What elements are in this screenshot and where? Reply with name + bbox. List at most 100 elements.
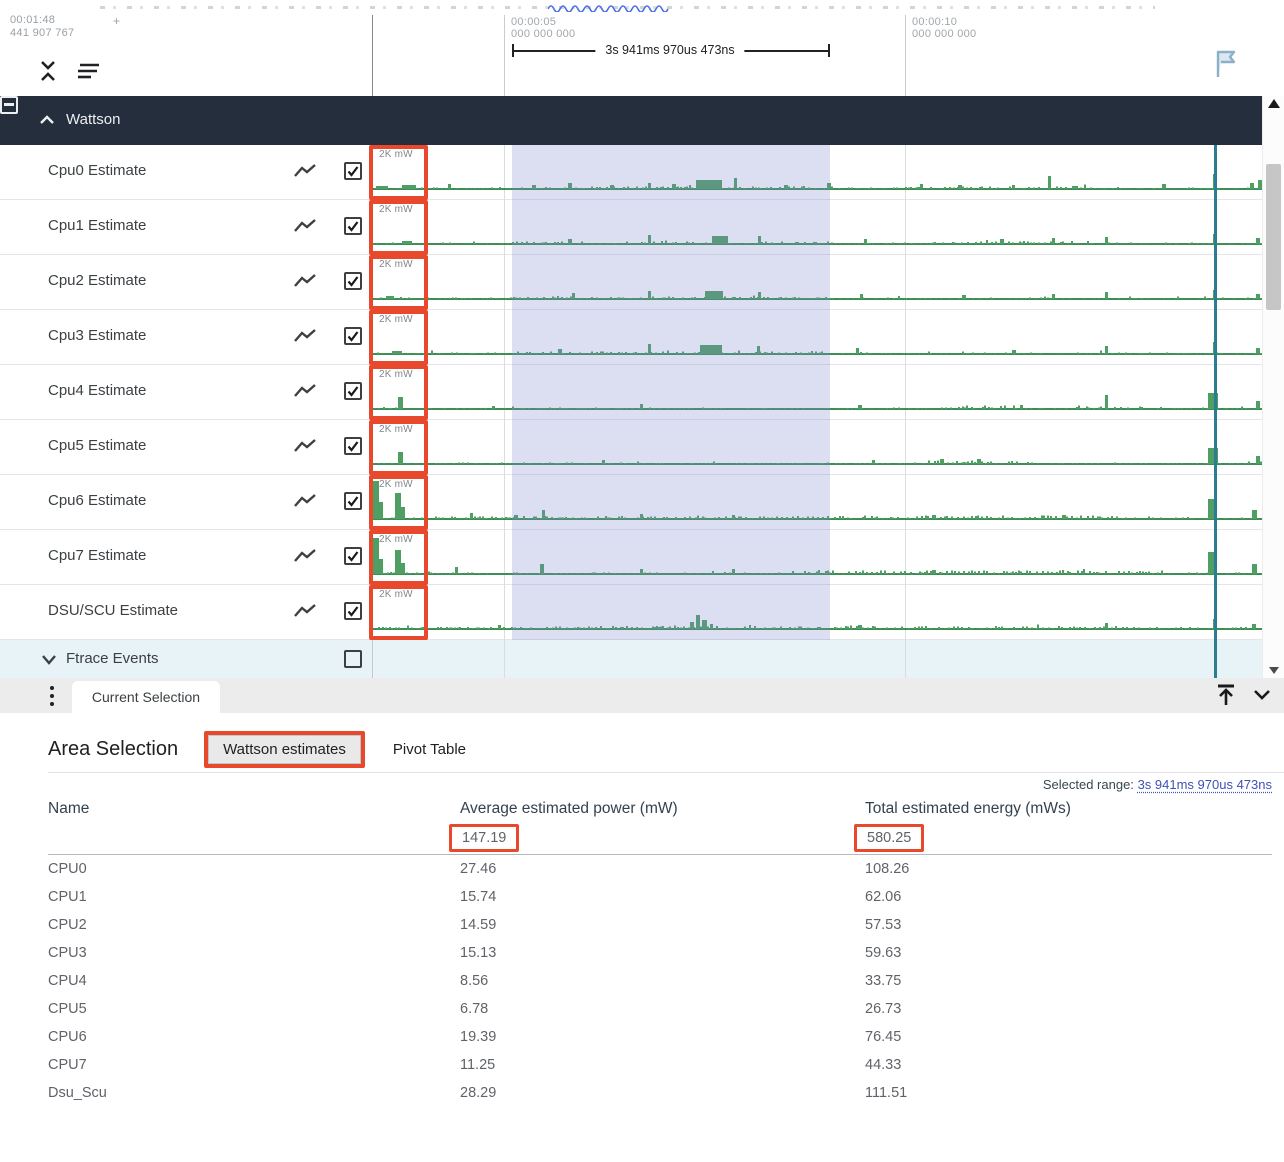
vertical-scrollbar[interactable]	[1262, 96, 1284, 678]
track-canvas[interactable]: 2K mW	[369, 475, 1262, 530]
track-checkbox[interactable]	[344, 547, 362, 565]
collapse-panel-chevron-icon[interactable]	[1250, 682, 1274, 706]
track-label: Cpu4 Estimate	[48, 382, 147, 399]
tab-pivot-table[interactable]: Pivot Table	[392, 740, 467, 758]
cell-name: CPU3	[48, 945, 87, 961]
tab-wattson-estimates[interactable]: Wattson estimates	[208, 734, 361, 764]
line-chart-icon[interactable]	[293, 382, 317, 400]
track-canvas[interactable]: 2K mW	[369, 145, 1262, 200]
line-chart-icon[interactable]	[293, 217, 317, 235]
summary-value-total: 580.25	[867, 829, 912, 846]
track-row-cpu5-estimate[interactable]: Cpu5 Estimate 2K mW	[0, 420, 1262, 475]
track-checkbox[interactable]	[344, 162, 362, 180]
track-canvas[interactable]: 2K mW	[369, 255, 1262, 310]
track-row-cpu1-estimate[interactable]: Cpu1 Estimate 2K mW	[0, 200, 1262, 255]
track-canvas[interactable]: 2K mW	[369, 585, 1262, 640]
cell-name: CPU4	[48, 973, 87, 989]
column-header-total-energy: Total estimated energy (mWs)	[865, 800, 1071, 817]
checkmark-icon	[347, 551, 359, 562]
table-row-cpu5: CPU5 6.78 26.73	[48, 995, 1272, 1023]
sort-tracks-icon[interactable]	[76, 59, 100, 83]
cell-name: CPU7	[48, 1057, 87, 1073]
cell-total-energy: 26.73	[865, 1001, 902, 1017]
track-canvas[interactable]: 2K mW	[369, 310, 1262, 365]
track-row-cpu6-estimate[interactable]: Cpu6 Estimate 2K mW	[0, 475, 1262, 530]
annotation-box-scale	[369, 310, 428, 365]
plus-indicator: +	[113, 14, 121, 28]
track-row-cpu4-estimate[interactable]: Cpu4 Estimate 2K mW	[0, 365, 1262, 420]
cell-total-energy: 76.45	[865, 1029, 902, 1045]
span-right-tick	[828, 44, 830, 57]
annotation-box-avg-summary: 147.19	[449, 823, 520, 852]
track-label: Cpu7 Estimate	[48, 547, 147, 564]
track-checkbox[interactable]	[344, 382, 362, 400]
scale-label: 2K mW	[379, 314, 413, 325]
unfold-less-icon[interactable]	[36, 59, 60, 83]
checkmark-icon	[347, 496, 359, 507]
line-chart-icon[interactable]	[293, 602, 317, 620]
cell-name: CPU2	[48, 917, 87, 933]
table-row-cpu0: CPU0 27.46 108.26	[48, 855, 1272, 883]
kebab-menu-icon[interactable]	[42, 684, 62, 708]
line-chart-icon[interactable]	[293, 547, 317, 565]
track-label: Cpu5 Estimate	[48, 437, 147, 454]
scroll-down-arrow-icon[interactable]	[1268, 666, 1280, 675]
column-header-name: Name	[48, 800, 90, 817]
ruler-gridline-start	[372, 15, 373, 96]
track-group-header-wattson[interactable]: Wattson	[0, 96, 1262, 145]
track-checkbox[interactable]	[344, 492, 362, 510]
details-panel: Area Selection Wattson estimates Pivot T…	[0, 713, 1284, 1162]
track-checkbox[interactable]	[344, 602, 362, 620]
table-row-cpu1: CPU1 15.74 62.06	[48, 883, 1272, 911]
track-canvas[interactable]: 2K mW	[369, 420, 1262, 475]
scrollbar-thumb[interactable]	[1266, 164, 1281, 310]
track-checkbox[interactable]	[344, 327, 362, 345]
summary-value-avg: 147.19	[462, 829, 507, 846]
track-canvas[interactable]: 2K mW	[369, 365, 1262, 420]
track-row-cpu7-estimate[interactable]: Cpu7 Estimate 2K mW	[0, 530, 1262, 585]
span-duration-label: 3s 941ms 970us 473ns	[595, 43, 745, 57]
cell-name: CPU0	[48, 861, 87, 877]
selection-overlay[interactable]	[512, 145, 830, 640]
cell-total-energy: 33.75	[865, 973, 902, 989]
timeline-ruler[interactable]: 00:01:48 441 907 767 + 00:00:05 000 000 0…	[0, 12, 1284, 96]
checkmark-icon	[347, 276, 359, 287]
track-canvas[interactable]: 2K mW	[369, 530, 1262, 585]
annotation-box-wattson-estimates: Wattson estimates	[204, 730, 365, 768]
tab-current-selection[interactable]: Current Selection	[72, 681, 220, 713]
track-row-cpu2-estimate[interactable]: Cpu2 Estimate 2K mW	[0, 255, 1262, 310]
track-checkbox[interactable]	[344, 437, 362, 455]
flag-icon[interactable]	[1212, 48, 1240, 80]
track-label: Cpu2 Estimate	[48, 272, 147, 289]
selected-range-label: Selected range:	[1042, 777, 1134, 792]
cell-avg-power: 28.29	[460, 1085, 497, 1101]
track-row-cpu3-estimate[interactable]: Cpu3 Estimate 2K mW	[0, 310, 1262, 365]
group-collapse-chevron-icon[interactable]	[38, 111, 56, 129]
ftrace-checkbox[interactable]	[344, 650, 362, 668]
group-checkbox[interactable]	[0, 96, 18, 114]
results-table: Name Average estimated power (mW) Total …	[48, 797, 1272, 1107]
cell-avg-power: 19.39	[460, 1029, 497, 1045]
checkmark-icon	[347, 441, 359, 452]
cell-avg-power: 27.46	[460, 861, 497, 877]
cell-total-energy: 111.51	[865, 1085, 908, 1101]
table-row-cpu3: CPU3 15.13 59.63	[48, 939, 1272, 967]
track-checkbox[interactable]	[344, 217, 362, 235]
scroll-up-arrow-icon[interactable]	[1267, 98, 1281, 110]
line-chart-icon[interactable]	[293, 272, 317, 290]
track-canvas[interactable]: 2K mW	[369, 200, 1262, 255]
line-chart-icon[interactable]	[293, 162, 317, 180]
line-chart-icon[interactable]	[293, 492, 317, 510]
track-row-dsu-scu-estimate[interactable]: DSU/SCU Estimate 2K mW	[0, 585, 1262, 640]
annotation-box-scale	[369, 365, 428, 420]
scroll-to-top-icon[interactable]	[1214, 682, 1238, 706]
selected-range-link[interactable]: 3s 941ms 970us 473ns	[1137, 777, 1272, 792]
line-chart-icon[interactable]	[293, 437, 317, 455]
line-chart-icon[interactable]	[293, 327, 317, 345]
track-checkbox[interactable]	[344, 272, 362, 290]
checkmark-icon	[347, 331, 359, 342]
ftrace-events-row[interactable]: Ftrace Events	[0, 640, 1262, 678]
track-row-cpu0-estimate[interactable]: Cpu0 Estimate 2K mW	[0, 145, 1262, 200]
ftrace-expand-chevron-icon[interactable]	[40, 652, 58, 668]
